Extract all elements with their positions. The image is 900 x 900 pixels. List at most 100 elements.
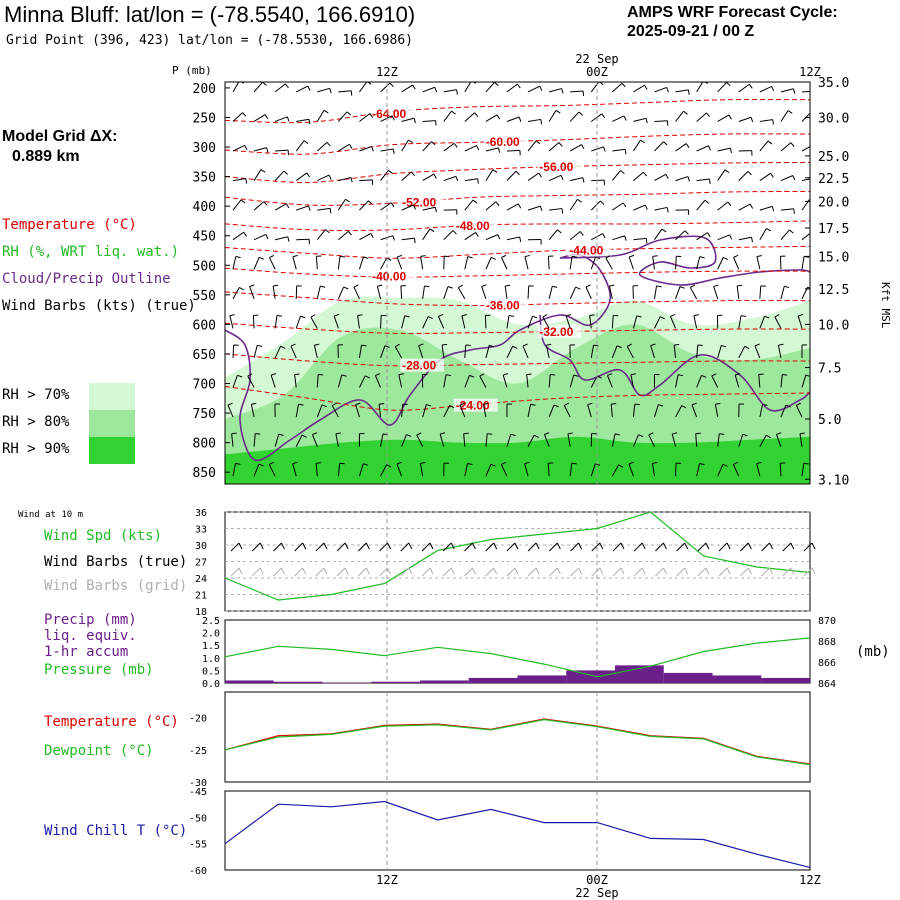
wind-barb-flag — [413, 204, 416, 210]
wind-barb-flag — [585, 284, 591, 288]
height-tick-label: 12.5 — [818, 283, 849, 298]
wind-barb — [795, 405, 803, 418]
wind-barb — [310, 316, 318, 329]
wind-barb — [274, 315, 278, 329]
wind-barb-flag — [524, 461, 530, 465]
wind-barb-true-flag — [747, 542, 752, 550]
contour-label-bg — [400, 358, 445, 372]
wind-y-tick: 18 — [195, 607, 207, 618]
wind-barb-flag — [262, 82, 267, 86]
wind-barb-flag — [640, 139, 645, 144]
wind-barb-flag — [564, 402, 569, 406]
wind-barb — [501, 257, 508, 270]
wind-barb-flag — [461, 314, 467, 317]
temperature-contour-label: -36.00 — [486, 298, 520, 312]
wind-barb-flag — [766, 228, 771, 232]
wind-barb — [358, 345, 362, 359]
wind-barb-grid-flag — [684, 567, 689, 575]
temperature-contour — [225, 386, 810, 411]
wind-barb-flag — [798, 314, 804, 317]
bottom-date-label: 22 Sep — [575, 886, 618, 900]
wind-chill-panel: -60 -55 -50 -45 — [189, 787, 811, 877]
wind-barb — [231, 433, 234, 447]
wind-barb — [268, 464, 276, 477]
wind-barb-true-flag — [429, 542, 434, 550]
wind-barb — [548, 229, 558, 241]
wind-barb-flag — [744, 345, 750, 350]
wind-barb — [418, 345, 424, 359]
wind-y-tick: 27 — [195, 558, 207, 569]
cloud-outline-path — [539, 314, 810, 412]
wind-barb-flag — [539, 205, 543, 212]
wind-barb-flag — [386, 464, 392, 468]
main-axes: P (mb) 200 250 300 350 400 450 500 550 600 650 700 7… — [172, 52, 892, 488]
temperature-label: Temperature (°C) — [44, 714, 179, 730]
wind-barb — [653, 285, 658, 299]
wind-barb — [675, 256, 677, 270]
wind-barb-flag — [602, 233, 606, 239]
wind-barb — [316, 110, 325, 122]
wind-barb — [358, 463, 364, 477]
wind-barb — [380, 148, 394, 152]
wind-barb — [358, 256, 364, 270]
wind-barb — [527, 404, 532, 418]
wind-barb — [801, 232, 810, 241]
wind-barb — [357, 315, 360, 329]
wind-barb-flag — [290, 343, 296, 347]
wind-barb — [457, 287, 466, 300]
wind-barb — [776, 434, 782, 447]
wind-barb-flag — [392, 148, 395, 155]
wind-barb-flag — [298, 403, 304, 406]
wind-barb — [479, 375, 487, 388]
wind-barb — [443, 374, 447, 388]
wind-barb — [799, 433, 803, 447]
wind-barb-flag — [308, 119, 311, 125]
wind-barb — [295, 315, 301, 329]
wind-barb — [337, 256, 341, 270]
wind-barb — [569, 463, 573, 477]
wind-barb-flag — [750, 117, 754, 123]
wind-barb — [253, 433, 256, 447]
wind-barb-flag — [265, 234, 269, 240]
wind-barb-grid-flag — [450, 567, 455, 575]
wind-barb-grid-flag — [429, 567, 434, 575]
chill-y-tick: -45 — [189, 787, 207, 798]
wind-barb-flag — [273, 284, 279, 287]
wind-barb-flag — [782, 374, 788, 376]
wind-barb-grid — [761, 567, 770, 577]
wind-barb — [608, 286, 613, 299]
wind-barb — [275, 149, 289, 152]
height-tick-label: 5.0 — [818, 413, 841, 428]
wind-barb — [563, 405, 571, 418]
wind-barb — [632, 139, 641, 152]
wind-barb — [268, 257, 276, 270]
pressure-y-tick: 870 — [818, 616, 836, 627]
wind-barb — [548, 404, 555, 418]
wind-barb-flag — [339, 462, 345, 465]
wind-barb-grid-flag — [535, 567, 540, 575]
wind-barb-flag — [227, 402, 233, 406]
wind-barb-flag — [364, 375, 370, 379]
pressure-tick-label: 600 — [193, 318, 216, 333]
wind-y-tick: 30 — [195, 541, 207, 552]
wind-barb-flag — [749, 203, 754, 209]
wind-barb-flag — [361, 344, 367, 347]
wind-barb-flag — [566, 313, 572, 317]
wind-barb-flag — [618, 464, 624, 468]
wind-barb-true — [591, 542, 601, 552]
wind-barb — [378, 404, 382, 418]
wind-barb — [396, 463, 403, 477]
wind-barb-flag — [542, 314, 548, 318]
wind-barb — [443, 286, 449, 299]
wind-barb-flag — [793, 88, 796, 94]
wind-barb-grid — [273, 567, 282, 577]
wind-barb-flag — [501, 254, 507, 258]
wind-barb — [759, 404, 764, 418]
wind-barb-flag — [438, 314, 444, 317]
wind-barb — [274, 83, 286, 93]
wind-barb-flag — [729, 234, 733, 240]
wind-barb-flag — [644, 84, 648, 90]
wind-barb — [612, 235, 625, 241]
wind-barb — [696, 256, 701, 270]
wind-barb-flag — [645, 118, 648, 124]
